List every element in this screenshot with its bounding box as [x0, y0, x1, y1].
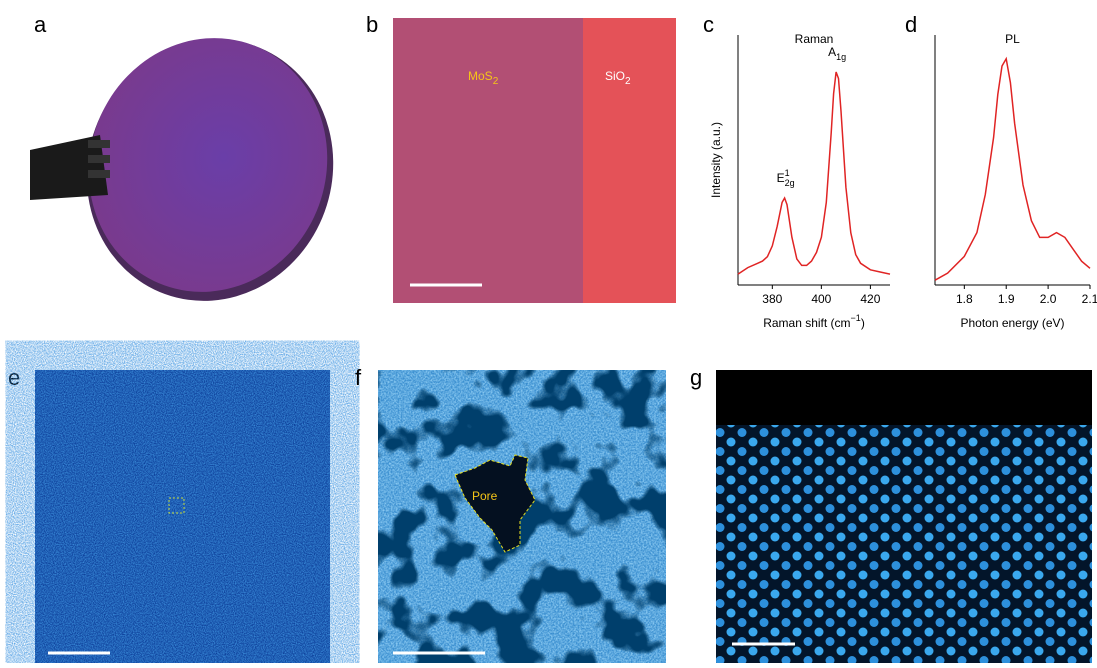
rich-label: A1g: [828, 45, 846, 62]
label-sup: 1: [785, 168, 790, 178]
x-tick-label: 1.9: [998, 292, 1015, 306]
chart-title: PL: [1005, 32, 1020, 46]
x-tick-label: 400: [811, 292, 831, 306]
y-axis-label: Intensity (a.u.): [709, 122, 723, 198]
label-sub: 1g: [836, 52, 846, 62]
panel-label: g: [690, 365, 702, 390]
label-text: Raman shift (cm: [763, 316, 850, 330]
panel-label: d: [905, 12, 917, 37]
panel-a: a: [30, 4, 370, 336]
chart-title: Raman: [795, 32, 834, 46]
line-series: [738, 72, 890, 274]
label-text: ): [861, 316, 865, 330]
panel-f: f Pore: [355, 365, 666, 663]
rich-label: Raman shift (cm−1): [763, 313, 865, 330]
panel-label: a: [34, 12, 47, 37]
label-text: MoS: [468, 69, 493, 83]
panel-b: b MoS2 SiO2: [366, 12, 676, 303]
panel-label: e: [8, 365, 20, 390]
x-tick-label: 1.8: [956, 292, 973, 306]
label-text: SiO: [605, 69, 625, 83]
panel-e: e: [8, 365, 330, 663]
panel-label: b: [366, 12, 378, 37]
image-label: Pore: [472, 489, 498, 503]
label-sub: 2g: [785, 178, 795, 188]
label-sub: 2: [493, 76, 499, 87]
label-text: Photon energy (eV): [960, 316, 1064, 330]
label-sup: −1: [851, 313, 861, 323]
x-tick-label: 380: [762, 292, 782, 306]
charts: c d 380 400 420 Raman Raman shift (cm−1) Inte…: [703, 12, 1097, 330]
panel-g: g: [690, 365, 1092, 663]
x-tick-label: 2.0: [1040, 292, 1057, 306]
x-tick-label: 420: [860, 292, 880, 306]
panel-label: c: [703, 12, 714, 37]
figure: a b MoS2 SiO2 c d 380400420RamanRaman sh…: [0, 0, 1097, 663]
panel-label: f: [355, 365, 362, 390]
label-text: E: [777, 171, 785, 185]
line-series: [935, 59, 1090, 280]
rich-label: Photon energy (eV): [960, 316, 1064, 330]
label-text: A: [828, 45, 836, 59]
label-sub: 2: [625, 76, 631, 87]
x-tick-label: 2.1: [1082, 292, 1097, 306]
